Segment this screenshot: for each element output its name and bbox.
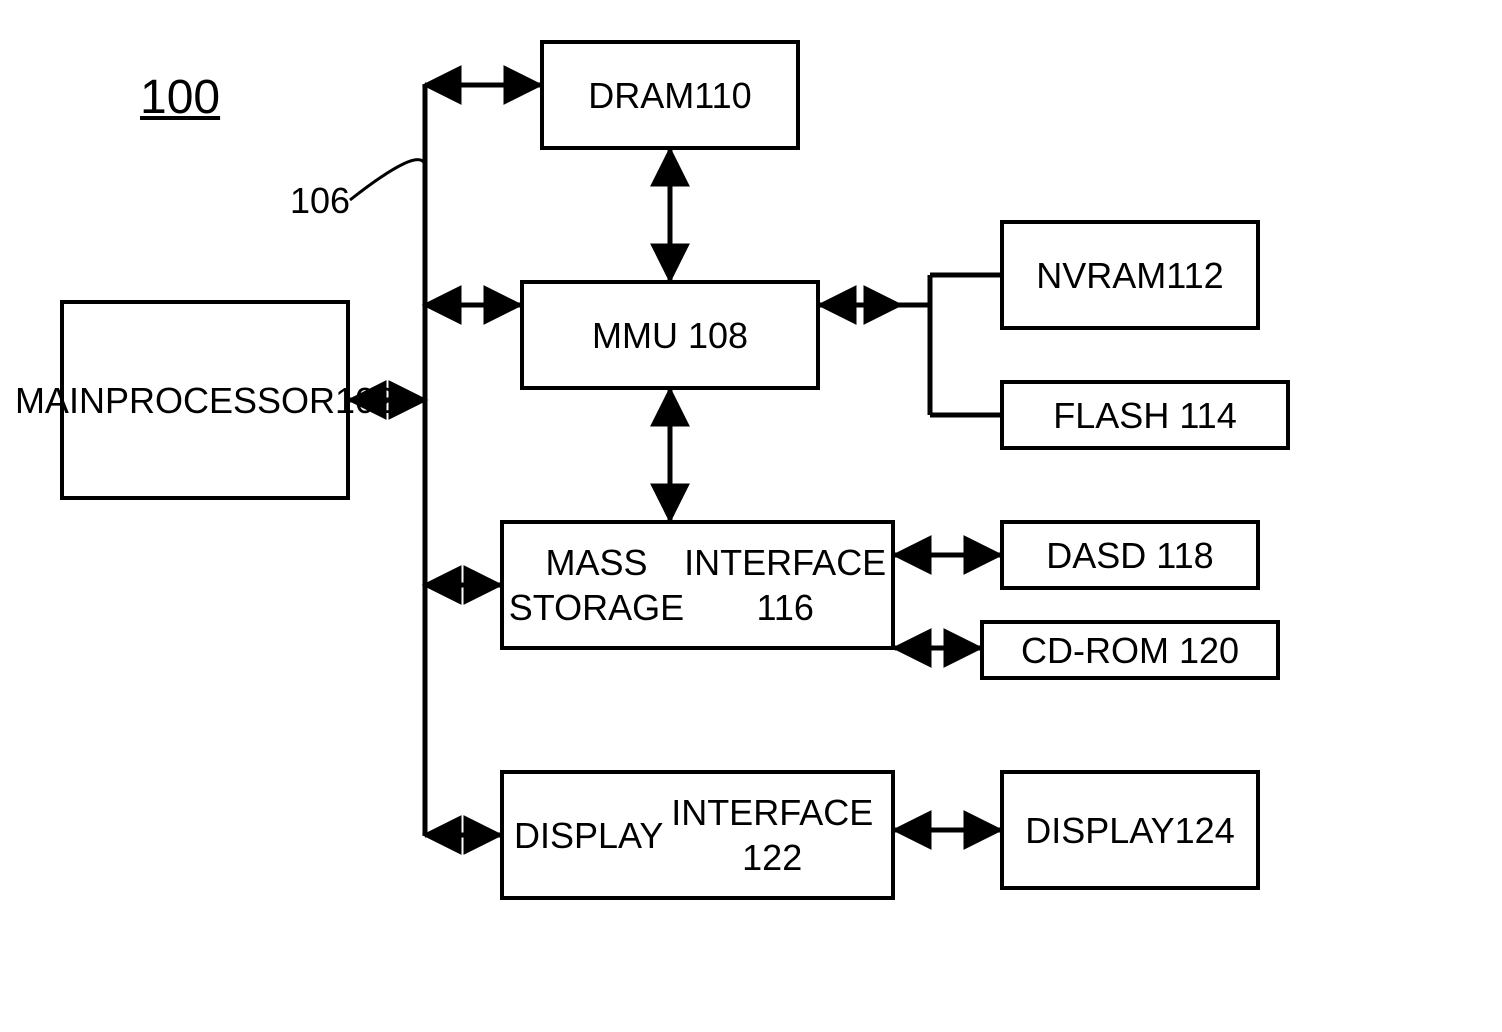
diagram-canvas: 100 106 MAINPROCESSOR102 DRAM110 MMU 108… <box>0 0 1502 1032</box>
block-cdrom: CD-ROM 120 <box>980 620 1280 680</box>
block-display: DISPLAY124 <box>1000 770 1260 890</box>
block-mmu: MMU 108 <box>520 280 820 390</box>
block-dasd: DASD 118 <box>1000 520 1260 590</box>
block-nvram: NVRAM112 <box>1000 220 1260 330</box>
block-flash: FLASH 114 <box>1000 380 1290 450</box>
bus-label-106: 106 <box>290 180 350 222</box>
block-display-interface: DISPLAYINTERFACE 122 <box>500 770 895 900</box>
block-main-processor: MAINPROCESSOR102 <box>60 300 350 500</box>
block-dram: DRAM110 <box>540 40 800 150</box>
block-mass-storage: MASS STORAGEINTERFACE 116 <box>500 520 895 650</box>
figure-number: 100 <box>140 70 220 125</box>
